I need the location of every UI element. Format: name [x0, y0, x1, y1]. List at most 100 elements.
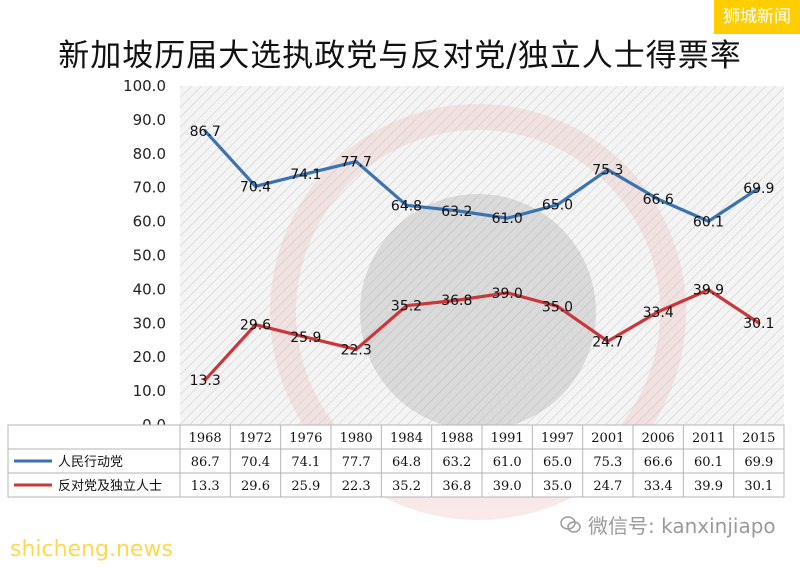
watermark-logo	[270, 104, 686, 520]
table-cell: 35.0	[543, 479, 572, 494]
data-label: 22.3	[341, 342, 372, 358]
table-cell: 66.6	[644, 455, 673, 470]
data-point	[404, 304, 409, 308]
x-tick-label: 1997	[541, 431, 574, 446]
data-label: 36.8	[441, 293, 472, 309]
data-label: 86.7	[190, 124, 221, 140]
table-cell: 60.1	[694, 455, 723, 470]
data-point	[304, 335, 308, 339]
table-cell: 39.9	[694, 479, 723, 494]
data-point	[757, 186, 761, 190]
data-point	[354, 347, 358, 352]
data-point	[706, 219, 711, 223]
y-tick-label: 20.0	[133, 348, 166, 366]
table-cell: 39.0	[493, 479, 522, 494]
x-tick-label: 2015	[742, 431, 775, 446]
data-label: 64.8	[391, 198, 422, 214]
data-point	[505, 216, 509, 220]
data-point	[505, 291, 509, 295]
data-point	[304, 172, 308, 176]
data-label: 24.7	[592, 334, 623, 350]
data-point	[203, 129, 207, 133]
data-table	[7, 424, 785, 498]
table-cell: 63.2	[442, 455, 471, 470]
table-cell: 77.7	[342, 455, 371, 470]
table-cell: 64.8	[392, 455, 421, 470]
x-tick-label: 2011	[692, 431, 725, 446]
data-label: 35.0	[542, 299, 573, 315]
data-label: 35.2	[391, 299, 422, 315]
y-tick-label: 50.0	[133, 247, 166, 265]
table-cell: 75.3	[593, 455, 622, 470]
table-cell: 33.4	[644, 479, 673, 494]
data-point	[757, 321, 761, 325]
x-tick-label: 1976	[289, 431, 322, 446]
data-point	[455, 209, 459, 213]
table-cell: 61.0	[493, 455, 522, 470]
data-label: 39.9	[693, 283, 724, 299]
x-tick-label: 1968	[189, 431, 222, 446]
data-label: 61.0	[492, 211, 523, 227]
data-point	[656, 310, 660, 314]
data-point	[253, 323, 258, 327]
table-cell: 36.8	[442, 479, 471, 494]
table-cell: 35.2	[392, 479, 421, 494]
wechat-id-text: 微信号: kanxinjiapo	[588, 514, 776, 538]
data-point	[706, 288, 711, 292]
series-line-2	[203, 288, 760, 381]
table-cell: 70.4	[241, 455, 270, 470]
wechat-icon	[560, 515, 581, 533]
brand-badge: 狮城新闻	[714, 0, 800, 34]
y-tick-label: 100.0	[123, 77, 166, 95]
data-point	[404, 203, 409, 207]
y-tick-label: 90.0	[133, 111, 166, 129]
x-tick-label: 2001	[591, 431, 624, 446]
table-cell: 29.6	[241, 479, 270, 494]
data-point	[606, 339, 610, 343]
table-cell: 65.0	[543, 455, 572, 470]
data-label: 63.2	[441, 204, 472, 220]
table-cell: 24.7	[593, 479, 622, 494]
site-watermark: shicheng.news	[10, 537, 173, 562]
data-point	[253, 184, 258, 188]
y-tick-label: 60.0	[133, 213, 166, 231]
data-point	[455, 298, 459, 302]
table-cell: 69.9	[744, 455, 773, 470]
data-label: 66.6	[643, 192, 674, 208]
data-label: 30.1	[743, 316, 774, 332]
data-label: 65.0	[542, 198, 573, 214]
y-tick-label: 70.0	[133, 179, 166, 197]
legend-label: 人民行动党	[58, 455, 123, 470]
table-cell: 30.1	[744, 479, 773, 494]
data-point	[555, 304, 560, 308]
x-tick-label: 2006	[642, 431, 675, 446]
data-point	[555, 203, 560, 207]
legend-label: 反对党及独立人士	[58, 479, 162, 494]
y-tick-label: 30.0	[133, 314, 166, 332]
data-point	[203, 378, 207, 382]
data-label: 60.1	[693, 214, 724, 230]
y-tick-label: 80.0	[133, 145, 166, 163]
table-cell: 13.3	[191, 479, 220, 494]
table-cell: 86.7	[191, 455, 220, 470]
data-label: 75.3	[592, 163, 623, 179]
x-tick-label: 1972	[239, 431, 272, 446]
x-tick-label: 1991	[491, 431, 524, 446]
data-label: 77.7	[341, 155, 372, 171]
x-tick-label: 1984	[390, 431, 423, 446]
y-tick-label: 10.0	[133, 382, 166, 400]
data-point	[656, 197, 660, 201]
data-label: 70.4	[240, 179, 271, 195]
series-line-1	[203, 130, 760, 223]
plot-area	[180, 86, 784, 425]
data-label: 39.0	[492, 286, 523, 302]
data-label: 25.9	[290, 330, 321, 346]
data-label: 33.4	[643, 305, 674, 321]
y-tick-label: 40.0	[133, 280, 166, 298]
data-point	[354, 159, 358, 164]
table-cell: 22.3	[342, 479, 371, 494]
data-label: 29.6	[240, 318, 271, 334]
data-label: 74.1	[290, 167, 321, 183]
chart-title: 新加坡历届大选执政党与反对党/独立人士得票率	[58, 38, 742, 74]
